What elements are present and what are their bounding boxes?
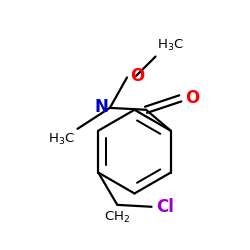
- Text: O: O: [130, 67, 144, 85]
- Text: CH$_2$: CH$_2$: [104, 210, 130, 225]
- Text: H$_3$C: H$_3$C: [158, 38, 184, 54]
- Text: N: N: [94, 98, 108, 116]
- Text: H$_3$C: H$_3$C: [48, 132, 74, 147]
- Text: O: O: [185, 88, 200, 106]
- Text: Cl: Cl: [156, 198, 174, 216]
